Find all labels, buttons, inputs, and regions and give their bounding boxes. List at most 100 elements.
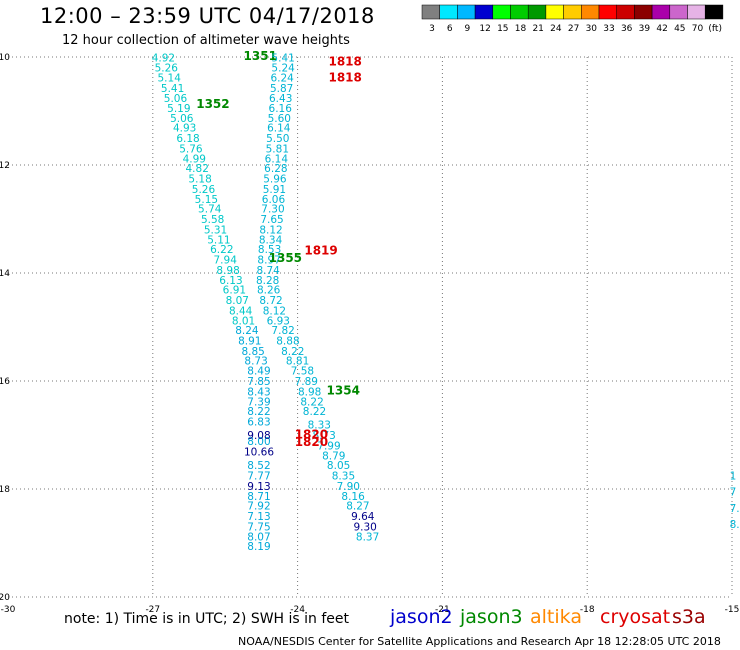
x-tick-label: -15 (725, 605, 740, 615)
x-tick-label: -18 (580, 605, 595, 615)
swh-point: 6.13 (219, 275, 242, 287)
colorbar-label: 70 (691, 24, 704, 34)
colorbar-swatch (634, 4, 653, 20)
colorbar-swatch (563, 4, 582, 20)
swh-point: 8.71 (247, 491, 270, 503)
legend-jason2: jason2 (390, 606, 453, 628)
legend-s3a: s3a (672, 606, 706, 628)
swh-point-edge: 1 (730, 471, 737, 483)
swh-point: 8.72 (259, 295, 282, 307)
data-points: 4.925.265.145.415.065.195.064.936.185.76… (152, 49, 740, 553)
swh-point: 7.89 (295, 376, 318, 388)
colorbar-swatch (474, 4, 494, 20)
swh-point: 8.22 (303, 406, 326, 418)
colorbar-label: 24 (550, 24, 562, 34)
cryosat-pass-label: 1820 (295, 435, 328, 449)
colorbar-swatch (457, 4, 476, 20)
chart-subtitle: 12 hour collection of altimeter wave hei… (62, 33, 350, 48)
y-tick-label: -12 (0, 161, 10, 171)
colorbar-swatch (421, 4, 440, 20)
colorbar-label: (ft) (708, 24, 722, 34)
pass-label: 1351 (244, 49, 277, 63)
colorbar-swatch (598, 4, 617, 20)
colorbar-swatch (704, 4, 724, 20)
swh-point: 8.97 (257, 255, 280, 267)
swh-point: 8.73 (244, 355, 267, 367)
swh-point: 6.14 (267, 123, 291, 135)
colorbar-swatch (492, 4, 511, 20)
swh-point: 8.33 (308, 420, 331, 432)
swh-point: 7.94 (214, 255, 238, 267)
colorbar-swatch (616, 4, 635, 20)
swh-point: 6.22 (210, 244, 233, 256)
swh-point: 4.92 (152, 53, 175, 65)
cryosat-pass-label: 1818 (328, 71, 361, 85)
cryosat-pass-label: 1819 (304, 243, 337, 257)
swh-point: 5.76 (179, 143, 203, 155)
swh-point: 8.24 (235, 325, 259, 337)
swh-point: 5.26 (155, 62, 179, 74)
colorbar-swatch (651, 4, 671, 20)
swh-point: 8.00 (247, 436, 270, 448)
swh-point: 7.39 (247, 397, 270, 409)
swh-point: 8.74 (256, 265, 280, 277)
swh-point: 8.88 (276, 336, 299, 348)
swh-point: 7.13 (247, 511, 270, 523)
colorbar-swatch (527, 4, 547, 20)
colorbar-label: 21 (532, 24, 544, 34)
pass-label: 1352 (196, 97, 229, 111)
swh-point: 6.43 (269, 93, 292, 105)
credit-line: NOAA/NESDIS Center for Satellite Applica… (238, 635, 721, 648)
swh-point: 7.65 (260, 214, 283, 226)
x-tick-label: -30 (1, 605, 16, 615)
swh-point: 8.05 (327, 460, 350, 472)
swh-point: 6.06 (262, 194, 286, 206)
x-tick-label: -24 (290, 605, 305, 615)
swh-point: 6.16 (269, 103, 293, 115)
swh-point: 6.83 (247, 417, 270, 429)
swh-point: 6.14 (265, 154, 289, 166)
colorbar-label: 33 (603, 24, 615, 34)
swh-point-high: 9.08 (247, 430, 270, 442)
swh-point: 8.34 (259, 235, 283, 247)
swh-point: 8.16 (341, 491, 365, 503)
swh-point: 5.41 (271, 53, 294, 65)
colorbar-swatch (669, 4, 688, 20)
swh-point: 6.18 (176, 133, 199, 145)
swh-point: 8.07 (247, 532, 270, 544)
swh-point: 8.91 (238, 336, 261, 348)
swh-point: 5.58 (201, 214, 224, 226)
swh-point: 8.52 (247, 460, 270, 472)
swh-point: 7.85 (247, 376, 270, 388)
colorbar-label: 18 (514, 24, 527, 34)
swh-point: 6.93 (267, 316, 290, 328)
swh-point: 5.19 (167, 103, 190, 115)
swh-point: 7.58 (291, 366, 314, 378)
swh-point: 8.28 (256, 275, 279, 287)
swh-point: 8.49 (247, 366, 270, 378)
swh-point: 8.12 (259, 224, 282, 236)
colorbar-label: 42 (656, 24, 668, 34)
swh-point: 5.41 (161, 83, 184, 95)
swh-point: 6.24 (270, 73, 294, 85)
swh-point-edge: 7 (730, 487, 737, 499)
swh-point: 8.35 (332, 471, 355, 483)
swh-point: 7.92 (247, 501, 270, 513)
swh-point: 5.96 (263, 174, 287, 186)
swh-point: 8.22 (300, 397, 323, 409)
colorbar-label: 36 (620, 24, 633, 34)
swh-point: 5.91 (263, 184, 286, 196)
chart-title: 12:00 – 23:59 UTC 04/17/2018 (40, 4, 375, 28)
swh-point: 5.31 (204, 224, 227, 236)
swh-point: 8.01 (232, 316, 255, 328)
swh-point: 4.82 (186, 163, 209, 175)
colorbar-swatch (581, 4, 600, 20)
swh-point: 7.99 (317, 440, 340, 452)
cryosat-pass-label: 1820 (295, 427, 328, 441)
colorbar-label: 39 (638, 24, 651, 34)
colorbar-label: 6 (446, 24, 453, 34)
legend-jason3: jason3 (460, 606, 523, 628)
swh-point: 5.50 (266, 133, 289, 145)
swh-point: 8.73 (312, 430, 335, 442)
